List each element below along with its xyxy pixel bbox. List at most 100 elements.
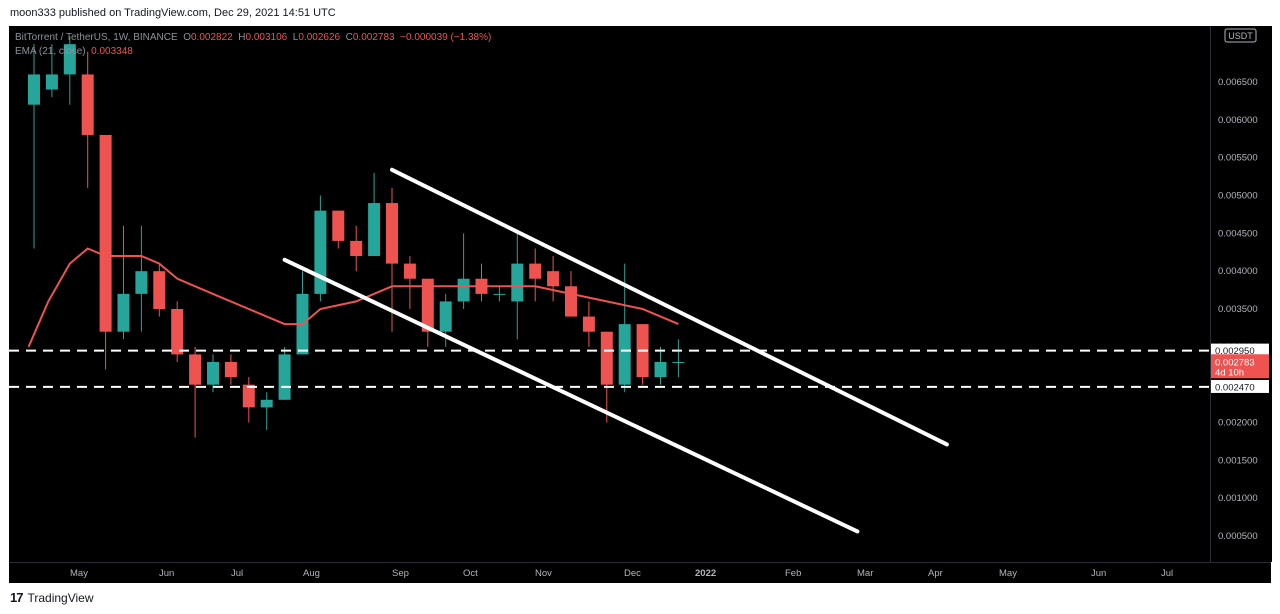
price-tick-label: 0.004000 [1218, 266, 1258, 277]
tradingview-logo-icon: 17 [10, 590, 24, 605]
price-tick-label: 0.005000 [1218, 191, 1258, 202]
current-price-text: 0.002783 [1215, 357, 1255, 368]
time-tick-label: Jun [1091, 568, 1106, 579]
ema-legend: EMA (21, close) 0.003348 [15, 46, 133, 57]
chart-pane[interactable]: BitTorrent / TetherUS, 1W, BINANCE O 0.00… [9, 26, 1210, 562]
price-tick-label: 0.003500 [1218, 304, 1258, 315]
legend-low: 0.002626 [298, 32, 341, 43]
candle-body [278, 354, 291, 400]
candle-body [28, 74, 40, 105]
candle [189, 346, 202, 438]
candle-body [600, 331, 613, 385]
price-tick-label: 0.002000 [1218, 418, 1258, 429]
legend-l-label: L [292, 32, 299, 43]
current-price-bg [1211, 354, 1269, 379]
candle [600, 331, 613, 423]
candle-body [81, 74, 94, 135]
footer-branding: 17 TradingView [10, 590, 94, 605]
time-tick-label: Jul [231, 568, 243, 579]
time-tick-label: Apr [928, 568, 943, 579]
candle [386, 187, 398, 332]
candle-body [260, 399, 273, 408]
legend-h-label: H [238, 32, 246, 43]
candle [636, 324, 649, 385]
candle [28, 44, 40, 249]
legend-o-label: O [183, 32, 191, 43]
candle [672, 339, 685, 378]
time-tick-label: Sep [392, 568, 409, 579]
candle-body [242, 384, 255, 408]
ema-label: EMA (21, close) [15, 46, 86, 57]
time-tick-label: Feb [785, 568, 801, 579]
candle-body [511, 263, 524, 302]
price-tick-label: 0.004500 [1218, 228, 1258, 239]
price-tick-label: 0.005500 [1218, 153, 1258, 164]
candle [457, 233, 470, 309]
candle-body [224, 361, 237, 378]
candle [63, 36, 76, 105]
candlestick-chart[interactable] [9, 26, 1210, 562]
price-tick-label: 0.006000 [1218, 115, 1258, 126]
currency-badge-frame [1224, 28, 1257, 43]
candle-body [332, 210, 345, 241]
candle [81, 51, 94, 188]
ema-line [27, 247, 679, 348]
candle-body [135, 271, 148, 294]
time-tick-label: Mar [857, 568, 873, 579]
time-tick-label: May [70, 568, 88, 579]
candle [278, 346, 291, 400]
publish-header: moon333 published on TradingView.com, De… [10, 7, 336, 19]
currency-badge: USDT [1224, 28, 1257, 43]
footer-brand: TradingView [27, 590, 94, 605]
candle-body [153, 271, 166, 309]
level-low-tag: 0.002470 [1211, 379, 1269, 393]
candle-body [368, 203, 381, 257]
level-high-tag-text: 0.002950 [1215, 346, 1255, 357]
candle [242, 377, 255, 423]
time-axis[interactable]: May Jun Jul Aug Sep Oct Nov Dec 2022 Feb Mar Apr May… [9, 562, 1271, 583]
candle-body [117, 293, 130, 332]
candle-body [189, 354, 202, 385]
time-tick-label: 2022 [695, 568, 716, 579]
price-tick-label: 0.001000 [1218, 493, 1258, 504]
legend-close: 0.002783 [352, 32, 395, 43]
candle [224, 354, 237, 385]
time-tick-label: Oct [463, 568, 478, 579]
candle-body [99, 134, 112, 332]
candle [582, 301, 595, 347]
candle-body [386, 203, 398, 264]
candle [421, 278, 434, 347]
countdown-text: 4d 10h [1215, 367, 1244, 378]
candle-body [439, 301, 452, 332]
candle [475, 263, 488, 302]
time-tick-label: Dec [624, 568, 641, 579]
time-tick-label: Jun [159, 568, 174, 579]
time-tick-label: May [999, 568, 1017, 579]
candle [171, 301, 184, 362]
currency-badge-text: USDT [1228, 31, 1253, 41]
candle-body [547, 271, 560, 287]
price-axis[interactable]: USDT 0.006500 0.006000 0.005500 0.005000 0.00… [1210, 26, 1272, 562]
channel-upper-line [390, 167, 949, 447]
legend-change: −0.000039 (−1.38%) [400, 32, 492, 43]
candle-body [654, 361, 667, 378]
level-high-tag: 0.002950 [1211, 343, 1269, 357]
candle [153, 263, 166, 317]
price-tick-label: 0.000500 [1218, 531, 1258, 542]
candle-body [171, 309, 184, 355]
price-axis-svg: USDT 0.006500 0.006000 0.005500 0.005000 0.00… [1211, 28, 1269, 542]
legend-c-label: C [345, 32, 353, 43]
level-high-tag-bg [1211, 343, 1269, 357]
candle-body [207, 361, 219, 385]
candle [493, 286, 506, 302]
candle-body [582, 316, 595, 332]
candle [654, 346, 667, 385]
legend-symbol: BitTorrent / TetherUS, 1W, BINANCE [15, 32, 178, 43]
candle-body [314, 210, 327, 294]
candle-body [421, 278, 434, 332]
candle [547, 256, 560, 302]
candle [314, 195, 327, 302]
candle-body [403, 263, 416, 279]
candle-body [565, 286, 577, 317]
